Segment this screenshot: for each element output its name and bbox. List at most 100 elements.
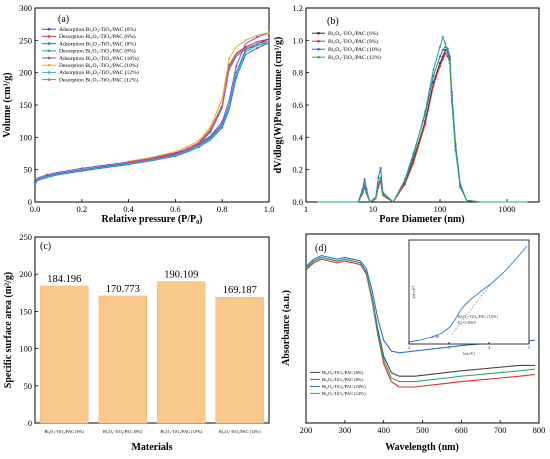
series-point: [150, 158, 154, 161]
inset-x-tick-label: 5: [528, 345, 530, 350]
series-point: [446, 52, 449, 55]
x-tick-label: 100: [434, 204, 447, 214]
series-point: [256, 46, 259, 50]
legend-entry: Desorption Bi₂O₃-TiO₂/PAC (10%): [59, 62, 139, 69]
x-tick-label: 1: [304, 204, 308, 214]
y-tick-label: 200: [19, 269, 32, 279]
panel-b-frame: [305, 7, 540, 203]
series-point: [438, 55, 442, 58]
bar: [215, 296, 264, 424]
series-point: [221, 126, 224, 129]
series-point: [450, 100, 453, 103]
panel-a-ylabel: Volume (cm³/g): [2, 72, 13, 137]
x-tick-label: 0.4: [123, 204, 134, 214]
category-label: Bi₂O₃-TiO₂/PAC (8%): [103, 429, 143, 434]
series-point: [412, 162, 415, 165]
panel-a-xlabel: Relative pressure (P/P₀): [102, 214, 203, 225]
x-tick-label: 0.2: [76, 204, 87, 214]
series-point: [424, 123, 427, 126]
series-point: [228, 57, 231, 60]
series-point: [365, 191, 368, 194]
series-point: [45, 175, 48, 178]
series-point: [441, 48, 444, 52]
series-point: [267, 39, 271, 43]
series-point: [80, 169, 83, 172]
panel-a-ticks: 0.0 0.2 0.4 0.6 0.8 1.0 0 50 100 150 200 250 300: [19, 3, 274, 214]
series-point: [432, 84, 435, 87]
series-point: [235, 72, 238, 76]
series-point: [267, 31, 271, 34]
panel-d-series: [305, 255, 536, 388]
series-point: [424, 110, 427, 113]
panel-b: (b) 1 10 100 1000 0.0 0.2 0.4 0.6 0.8 1.0 1.2 Bi₂O…: [273, 3, 540, 225]
x-tick-label: 500: [416, 425, 429, 435]
y-tick-label: 100: [19, 344, 32, 354]
inset-ticks: 2 3 4 5: [408, 342, 530, 350]
legend-marker: [317, 47, 320, 51]
x-tick-label: 0.6: [170, 204, 181, 214]
series-point: [256, 44, 259, 47]
legend-entry: Adsorption Bi₂O₃-TiO₂/PAC (8%): [59, 40, 136, 47]
series-point: [403, 179, 407, 183]
legend-entry: Bi₂O₃-TiO₂/PAC (8%): [322, 377, 364, 382]
inset-x-tick-label: 2: [408, 345, 410, 350]
legend-marker: [317, 31, 320, 35]
inset-frame: [408, 239, 530, 345]
legend-marker: [317, 39, 320, 43]
series-point: [438, 45, 442, 48]
panel-b-label: (b): [327, 16, 339, 27]
x-tick-label: 200: [300, 425, 313, 435]
legend-entry: Bi₂O₃-TiO₂/PAC (12%): [322, 391, 366, 396]
series-point: [444, 52, 447, 55]
legend-marker: [47, 27, 51, 31]
x-tick-label: 0.8: [217, 204, 228, 214]
series-point: [363, 178, 366, 181]
y-tick-label: 0.6: [292, 100, 303, 110]
series-line: [128, 32, 270, 162]
panel-a-series: [33, 31, 271, 187]
series-point: [197, 145, 200, 148]
panel-d-ylabel: Absorbance (a.u.): [281, 290, 292, 366]
series-point: [209, 129, 212, 132]
series-point: [228, 66, 231, 69]
category-label: Bi₂O₃-TiO₂/PAC (12%): [219, 429, 261, 434]
series-point: [244, 46, 247, 50]
inset-ylabel: (αhv)¹⁄²: [411, 285, 416, 298]
panel-b-xlabel: Pore Diameter (nm): [379, 214, 464, 225]
x-tick-label: 0.0: [30, 204, 41, 214]
series-point: [256, 36, 259, 39]
series-point: [80, 167, 83, 170]
series-line: [34, 42, 270, 186]
series-point: [379, 176, 382, 179]
series-point: [379, 166, 382, 170]
panel-d-legend: Bi₂O₃-TiO₂/PAC (6%) Bi₂O₃-TiO₂/PAC (8%) Bi…: [310, 370, 366, 396]
series-point: [174, 151, 177, 154]
series-point: [33, 183, 37, 186]
y-tick-label: 300: [19, 3, 32, 13]
series-point: [438, 61, 442, 65]
legend-entry: Adsorption Bi₂O₃-TiO₂/PAC (10%): [59, 55, 139, 62]
x-tick-label: 700: [494, 425, 507, 435]
category-label: Bi₂O₃-TiO₂/PAC (10%): [160, 429, 202, 434]
series-point: [221, 120, 224, 123]
panel-a-label: (a): [58, 14, 69, 25]
panel-a: (a) 0.0 0.2 0.4 0.6 0.8 1.0 0 50 100 150 200 250 300…: [2, 3, 274, 225]
inset-tangent: [451, 284, 491, 335]
panel-c-ylabel: Specific surface area (m²/g): [3, 272, 14, 388]
legend-entry: Desorption Bi₂O₃-TiO₂/PAC (12%): [59, 76, 139, 83]
series-point: [441, 36, 444, 39]
x-tick-label: 600: [455, 425, 468, 435]
legend-entry: Adsorption Bi₂O₃-TiO₂/PAC (12%): [59, 69, 139, 76]
y-tick-label: 150: [19, 100, 32, 110]
series-point: [150, 156, 154, 159]
series-point: [448, 55, 451, 58]
series-line: [128, 40, 270, 164]
series-point: [412, 155, 415, 158]
bar-value-label: 190.109: [164, 270, 198, 281]
y-tick-label: 0.4: [292, 132, 303, 142]
y-tick-label: 1.2: [292, 3, 303, 13]
bar: [157, 281, 206, 424]
bar: [98, 295, 147, 424]
legend-marker: [47, 56, 51, 60]
panel-d: (d) 200 300 400 500 600 700 800 Bi₂O₃-TiO₂/PAC…: [281, 233, 545, 453]
